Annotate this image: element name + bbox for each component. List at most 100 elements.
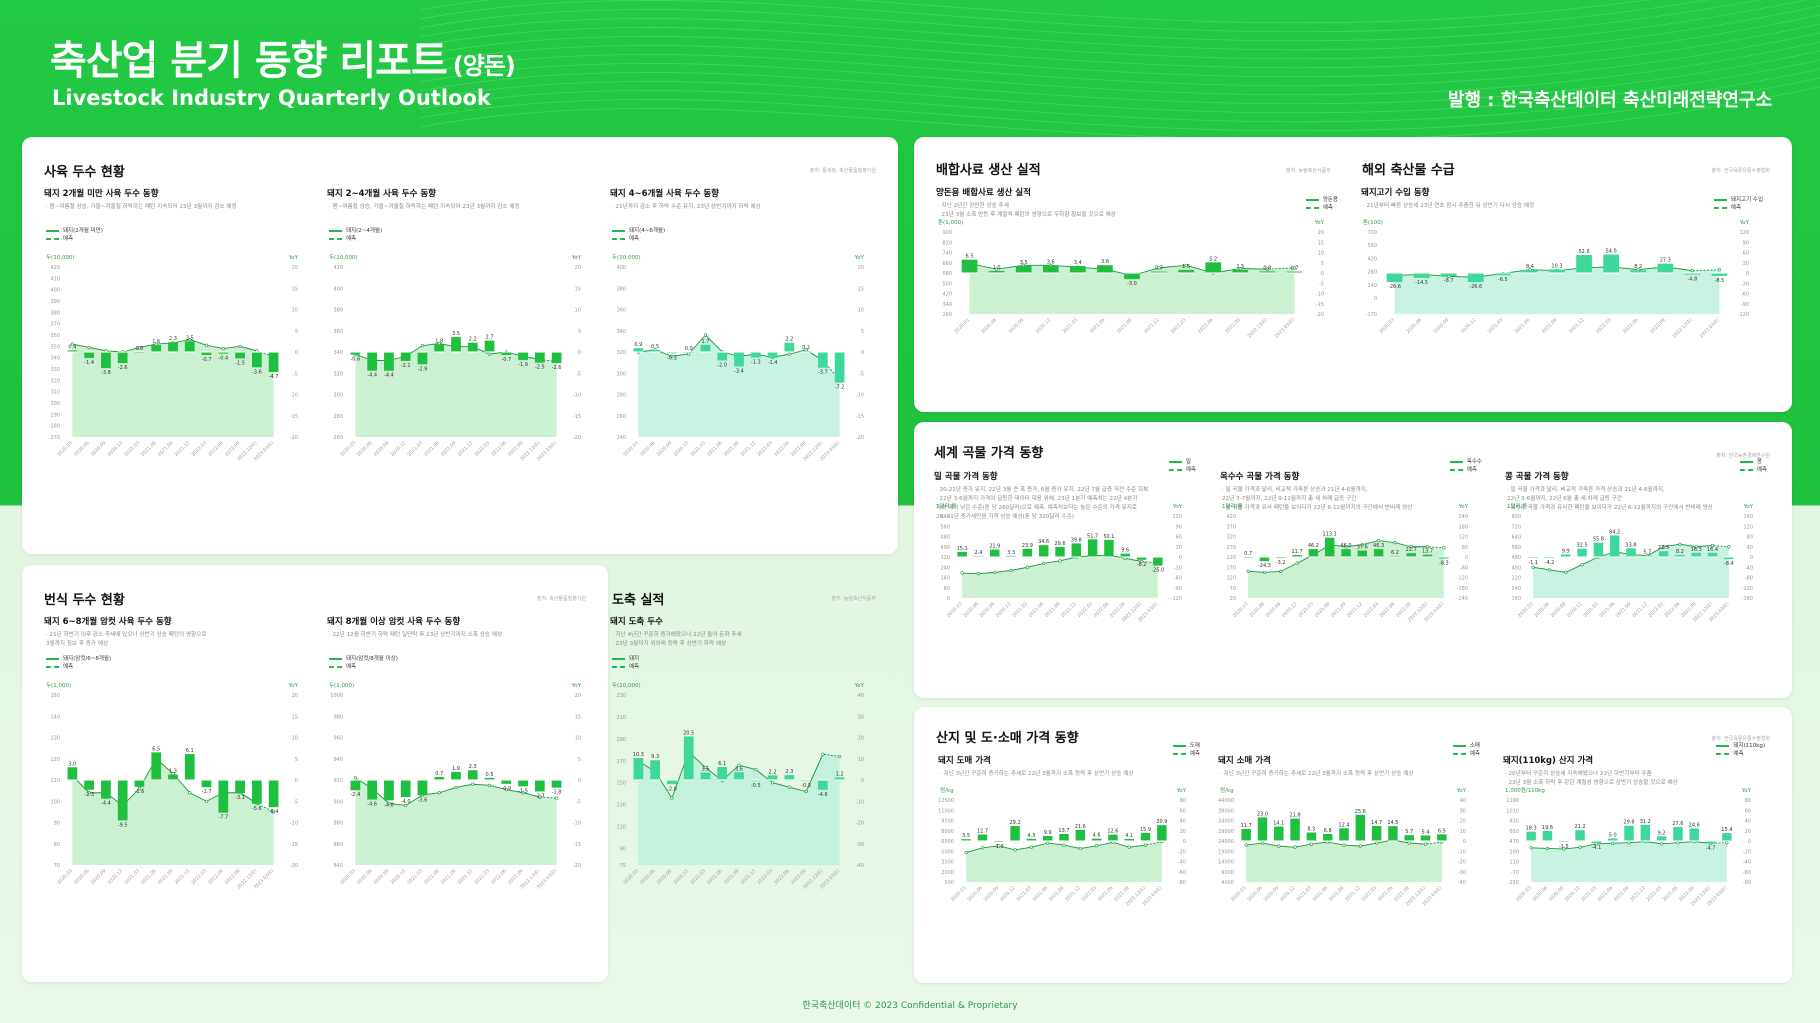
- y2-tick-label: -60: [1174, 576, 1182, 582]
- chart-notes: · 지난 2년간 완만한 상승 추세 · 23년 3월 소폭 반등 후 계절적 패…: [938, 202, 1340, 220]
- yoy-bar: [117, 780, 128, 821]
- bar-data-label: -3.4: [734, 368, 744, 374]
- legend-dash-swatch: [612, 238, 625, 240]
- yoy-bar: [1042, 835, 1053, 841]
- yoy-bar: [67, 767, 78, 780]
- series-point: [188, 791, 192, 795]
- bar-baseline-mark: [1151, 272, 1167, 274]
- x-tick-label: 2022.09: [507, 440, 525, 458]
- bar-baseline-mark: [268, 779, 279, 781]
- yoy-bar: [1140, 832, 1151, 841]
- bar-baseline-mark: [84, 351, 95, 353]
- series-point: [787, 785, 791, 789]
- bar-data-label: -8.2: [1137, 562, 1147, 568]
- bar-baseline-mark: [67, 779, 78, 781]
- legend-solid-swatch: [46, 230, 59, 232]
- x-tick-label: 2021.09: [440, 440, 458, 458]
- x-tick-label: 2020.09: [656, 868, 674, 886]
- header-wave-decoration: [419, 0, 1820, 141]
- yoy-bar: [1542, 830, 1553, 841]
- bar-baseline-mark: [67, 351, 78, 353]
- yoy-bar: [400, 352, 411, 361]
- chart-note-line: 22년 3-7월까지, 22년 9-12월까지 총 세 차례 급등 구간: [1222, 496, 1357, 502]
- x-tick-label: 2020.12: [1279, 885, 1297, 903]
- bar-data-label: -0.3: [667, 355, 677, 361]
- bar-data-label: 12.6: [1107, 829, 1118, 835]
- y2-tick-label: 0: [1179, 555, 1182, 561]
- series-point: [538, 795, 542, 799]
- yoy-bar: [551, 780, 562, 788]
- y-tick-label: 370: [1226, 524, 1236, 530]
- bar-baseline-mark: [168, 779, 178, 781]
- yoy-bar: [218, 780, 229, 813]
- bar-data-label: 46.0: [1340, 543, 1351, 549]
- x-tick-label: 2020.03: [56, 440, 74, 458]
- series-point: [521, 791, 525, 795]
- forecast-line: [1129, 841, 1162, 848]
- bar-baseline-mark: [1630, 272, 1647, 274]
- bar-data-label: -1.4: [768, 360, 778, 366]
- bar-data-label: -24.3: [1258, 563, 1271, 569]
- series-area: [355, 777, 557, 865]
- series-point: [487, 783, 492, 787]
- series-area: [1533, 544, 1729, 598]
- bar-baseline-mark: [1603, 272, 1620, 274]
- series-point: [1139, 559, 1144, 564]
- x-tick-label: 2020.12: [389, 440, 407, 458]
- y-axis-unit: 두(10,000): [612, 254, 641, 261]
- y2-tick-label: -60: [1460, 565, 1468, 571]
- x-tick-label: 2020.06: [962, 601, 980, 619]
- series-area: [966, 841, 1162, 882]
- bar-data-label: 15.9: [1140, 827, 1151, 833]
- legend-series: 돼지: [612, 655, 639, 663]
- bar-data-label: -7.2: [835, 385, 845, 391]
- panel-title: 산지 및 도·소매 가격 동향: [936, 731, 1079, 746]
- yoy-bar: [1339, 828, 1349, 841]
- bar-baseline-mark: [1075, 840, 1086, 842]
- series-point: [1678, 542, 1682, 546]
- legend-solid-swatch: [1168, 461, 1182, 463]
- y-tick-label: 420: [1367, 256, 1377, 262]
- bar-data-label: -8.4: [1724, 561, 1734, 567]
- bar-baseline-mark: [168, 351, 178, 353]
- x-tick-label: 2020.12: [389, 868, 407, 886]
- chart-note-line: · 22년 12월 하반기 하락 패턴 일단락 후 23년 상반기까지 소폭 상…: [329, 632, 503, 638]
- y2-tick-label: -80: [1743, 880, 1751, 886]
- bar-baseline-mark: [1087, 556, 1098, 558]
- bar-baseline-mark: [1440, 272, 1457, 274]
- wave-line: [419, 77, 1820, 132]
- bar-baseline-mark: [977, 840, 988, 842]
- bar-baseline-mark: [1257, 840, 1268, 842]
- x-tick-label: 2020.03: [1515, 885, 1533, 903]
- bar-baseline-mark: [1274, 840, 1284, 842]
- y2-tick-label: 60: [1462, 545, 1468, 551]
- bar-baseline-mark: [633, 779, 644, 781]
- bar-data-label: 9.9: [1044, 830, 1052, 836]
- series-line: [1533, 543, 1713, 573]
- chart-title: 돼지고기 수입 동향: [1361, 188, 1430, 198]
- y2-tick-label: -60: [1743, 870, 1751, 876]
- y-tick-label: 480: [1511, 555, 1521, 561]
- y2-tick-label: -40: [856, 863, 864, 869]
- y2-tick-label: 20: [575, 265, 581, 271]
- yoy-bar: [1526, 831, 1536, 841]
- chart-legend: 돼지 예측: [612, 655, 639, 671]
- yoy-bar: [1413, 273, 1430, 278]
- yoy-bar: [1689, 828, 1699, 841]
- y2-tick-label: 0: [1746, 271, 1749, 277]
- yoy-bar: [1575, 830, 1585, 841]
- x-tick-label: 2021.12: [174, 440, 192, 458]
- x-tick-label: 2022.12(E): [1247, 317, 1269, 339]
- y-tick-label: 560: [1367, 243, 1377, 249]
- x-tick-label: 2021.12: [1631, 601, 1649, 619]
- y2-tick-label: 10: [1460, 829, 1466, 835]
- yoy-bar: [400, 780, 411, 797]
- yoy-bar: [251, 352, 262, 368]
- x-tick-label: 2021.06: [140, 440, 158, 458]
- yoy-bar: [1711, 273, 1728, 276]
- chart-pork-import: 돼지고기 수입 동향 · 21년부터 빠른 상승세 23년 연초 잠시 주춤한 뒤…: [1361, 186, 1763, 396]
- series-point: [1029, 845, 1033, 849]
- bar-baseline-mark: [1689, 840, 1699, 842]
- bar-data-label: -4.2: [1545, 560, 1555, 566]
- report-header: 축산업 분기 동향 리포트 (양돈) Livestock Industry Qua…: [0, 0, 1820, 141]
